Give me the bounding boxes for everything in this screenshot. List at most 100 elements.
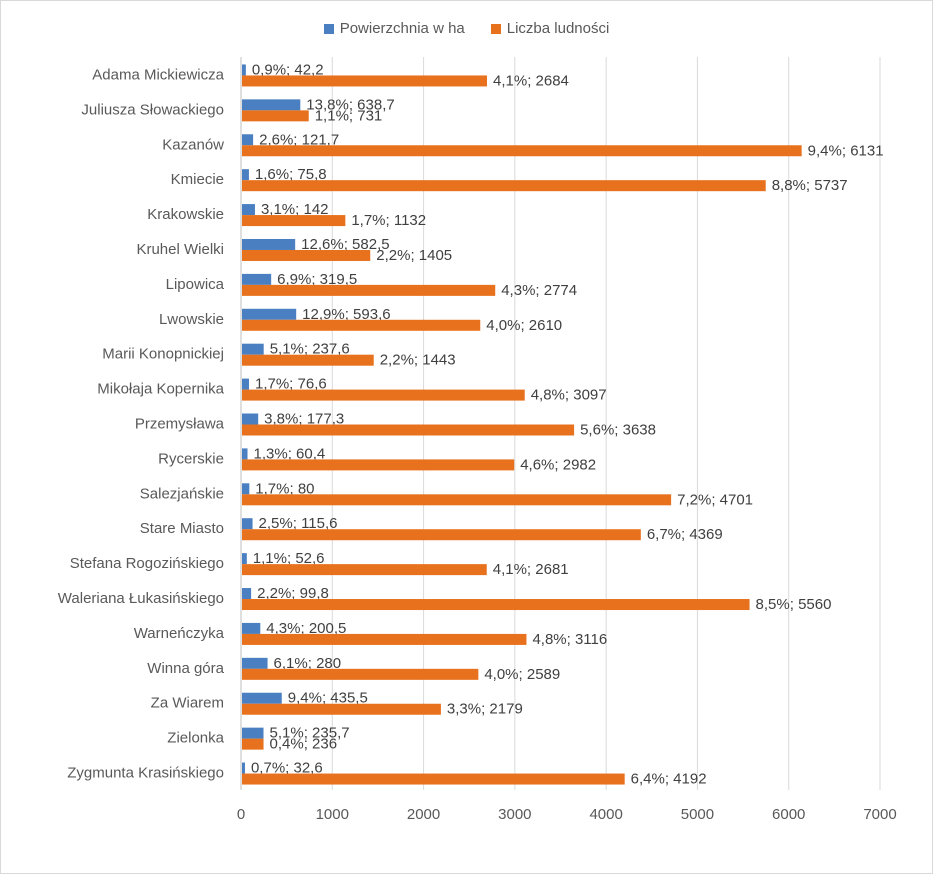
area-data-label: 13,8%; 638,7 [306,96,394,113]
area-data-label: 1,7%; 76,6 [255,376,327,393]
x-tick-label: 2000 [407,806,440,823]
population-data-label: 4,1%; 2684 [493,72,569,89]
area-bar [242,308,297,320]
category-label: Warneńczyka [134,625,225,642]
category-label: Lwowskie [159,311,224,328]
area-data-label: 3,1%; 142 [261,201,329,218]
population-data-label: 4,0%; 2610 [486,317,562,334]
population-data-label: 0,4%; 236 [270,736,338,753]
population-bar [242,145,802,157]
area-bar [242,762,245,774]
x-tick-label: 5000 [681,806,714,823]
population-data-label: 2,2%; 1405 [376,247,452,264]
area-data-label: 6,1%; 280 [274,655,342,672]
category-label: Rycerskie [158,450,224,467]
category-label: Juliusza Słowackiego [81,101,224,118]
population-data-label: 4,0%; 2589 [484,666,560,683]
population-data-label: 1,7%; 1132 [351,212,426,229]
population-data-label: 9,4%; 6131 [808,142,884,159]
category-label: Stefana Rogozińskiego [70,555,224,572]
area-data-label: 5,1%; 237,6 [270,341,350,358]
area-data-label: 1,6%; 75,8 [255,166,327,183]
population-bar [242,703,441,715]
legend-item-population: Liczba ludności [490,20,610,37]
population-data-label: 6,4%; 4192 [631,771,707,788]
category-label: Salezjańskie [140,485,224,502]
area-data-label: 2,5%; 115,6 [259,515,338,532]
area-bar [242,169,249,181]
population-data-label: 3,3%; 2179 [447,701,523,718]
population-bar [242,215,346,227]
population-bar [242,180,766,192]
legend-label-population: Liczba ludności [506,20,610,37]
population-data-label: 4,8%; 3116 [532,631,607,648]
category-label: Kruhel Wielki [136,241,224,258]
population-data-label: 4,1%; 2681 [493,561,569,578]
area-bar [242,692,282,704]
population-bar [242,424,575,436]
area-bar [242,588,252,600]
x-tick-label: 1000 [316,806,349,823]
area-bar [242,378,249,390]
area-data-label: 12,9%; 593,6 [302,306,390,323]
x-tick-label: 4000 [589,806,622,823]
category-label: Zygmunta Krasińskiego [67,765,224,782]
category-label: Winna góra [147,660,224,677]
area-bar [242,273,272,285]
area-data-label: 2,2%; 99,8 [257,585,329,602]
area-bar [242,343,264,355]
category-label: Waleriana Łukasińskiego [58,590,224,607]
area-bar [242,448,248,460]
population-data-label: 8,5%; 5560 [756,596,832,613]
category-label: Kmiecie [171,171,224,188]
legend-item-area: Powierzchnia w ha [323,20,465,37]
category-label: Mikołaja Kopernika [97,381,224,398]
legend-swatch-area [323,23,334,34]
x-tick-label: 6000 [772,806,805,823]
area-data-label: 1,3%; 60,4 [254,445,326,462]
area-data-label: 9,4%; 435,5 [288,690,368,707]
area-bar [242,553,247,565]
area-bar [242,64,246,76]
population-data-label: 2,2%; 1443 [380,352,456,369]
population-bar [242,75,488,87]
area-data-label: 6,9%; 319,5 [277,271,357,288]
population-bar [242,738,264,750]
population-data-label: 6,7%; 4369 [647,526,723,543]
area-data-label: 4,3%; 200,5 [266,620,346,637]
area-data-label: 3,8%; 177,3 [264,411,344,428]
population-data-label: 5,6%; 3638 [580,422,656,439]
area-data-label: 1,1%; 52,6 [253,550,325,567]
category-label: Stare Miasto [140,520,224,537]
population-bar [242,249,371,261]
population-bar [242,389,525,401]
area-bar [242,238,296,250]
legend-swatch-population [490,23,501,34]
area-bar [242,99,301,111]
population-data-label: 4,8%; 3097 [531,387,607,404]
x-tick-label: 3000 [498,806,531,823]
area-bar [242,483,250,495]
population-data-label: 4,6%; 2982 [520,456,596,473]
area-bar [242,657,268,669]
category-label: Krakowskie [147,206,224,223]
area-data-label: 1,7%; 80 [255,480,314,497]
area-data-label: 2,6%; 121,7 [259,131,339,148]
x-tick-label: 7000 [863,806,896,823]
area-bar [242,622,261,634]
area-data-label: 12,6%; 582,5 [301,236,389,253]
category-label: Za Wiarem [151,695,224,712]
population-bar [242,668,479,680]
category-label: Przemysława [135,416,225,433]
area-data-label: 5,1%; 235,7 [270,725,350,742]
population-bar [242,494,672,506]
population-bar [242,354,374,366]
legend-label-area: Powierzchnia w ha [339,20,465,37]
population-bar [242,633,527,645]
population-bar [242,459,515,471]
population-bar [242,284,496,296]
category-label: Kazanów [162,136,224,153]
area-data-label: 0,7%; 32,6 [251,760,323,777]
area-bar [242,727,264,739]
